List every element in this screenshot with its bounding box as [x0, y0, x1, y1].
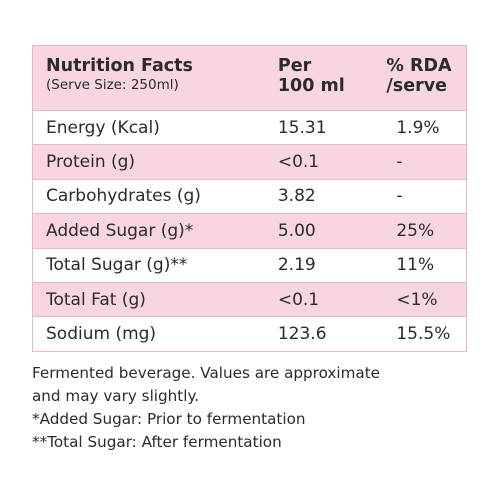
nutrient-label: Sodium (mg)	[46, 324, 157, 345]
rda-value: 15.5%	[396, 324, 451, 345]
rda-value: -	[396, 152, 403, 173]
rda-value: 25%	[396, 220, 435, 241]
per-100ml-value: <0.1	[277, 289, 320, 310]
table-header: Nutrition Facts (Serve Size: 250ml) Per …	[33, 46, 466, 110]
serve-size: (Serve Size: 250ml)	[46, 77, 179, 93]
rda-value: 1.9%	[396, 117, 440, 138]
table-row: Sodium (mg) 123.6 15.5%	[33, 316, 466, 350]
per-100ml-value: 5.00	[277, 220, 316, 241]
table-row: Carbohydrates (g) 3.82 -	[33, 178, 466, 213]
footnote-line: and may vary slightly.	[32, 387, 200, 405]
per-100ml-value: 123.6	[277, 324, 327, 345]
footnote-line: *Added Sugar: Prior to fermentation	[32, 410, 306, 428]
table-row: Energy (Kcal) 15.31 1.9%	[33, 110, 466, 144]
table-row: Protein (g) <0.1 -	[33, 144, 466, 179]
nutrient-label: Energy (Kcal)	[46, 117, 160, 138]
nutrient-label: Carbohydrates (g)	[46, 186, 201, 207]
header-per-line1: Per	[277, 56, 312, 76]
per-100ml-value: 2.19	[277, 255, 316, 276]
header-per-line2: 100 ml	[277, 76, 345, 96]
nutrient-label: Total Sugar (g)**	[46, 255, 188, 276]
table-title: Nutrition Facts	[46, 56, 193, 76]
header-rda-line1: % RDA	[386, 56, 452, 76]
nutrient-label: Protein (g)	[46, 152, 136, 173]
table-row: Total Sugar (g)** 2.19 11%	[33, 247, 466, 282]
header-title-cell: Nutrition Facts (Serve Size: 250ml)	[33, 56, 268, 94]
nutrient-label: Added Sugar (g)*	[46, 220, 194, 241]
header-per-100ml: Per 100 ml	[268, 56, 373, 96]
table-row: Total Fat (g) <0.1 <1%	[33, 281, 466, 317]
footnote-line: **Total Sugar: After fermentation	[32, 433, 282, 451]
rda-value: <1%	[396, 289, 438, 310]
per-100ml-value: 3.82	[277, 186, 316, 207]
footnotes: Fermented beverage. Values are approxima…	[32, 362, 472, 454]
footnote-line: Fermented beverage. Values are approxima…	[32, 364, 381, 382]
header-rda: % RDA /serve	[372, 56, 466, 96]
header-rda-line2: /serve	[386, 76, 447, 96]
nutrition-facts-table: Nutrition Facts (Serve Size: 250ml) Per …	[32, 45, 467, 352]
per-100ml-value: 15.31	[277, 117, 327, 138]
nutrient-label: Total Fat (g)	[46, 289, 146, 310]
per-100ml-value: <0.1	[277, 152, 320, 173]
rda-value: 11%	[396, 255, 435, 276]
table-row: Added Sugar (g)* 5.00 25%	[33, 213, 466, 248]
rda-value: -	[396, 186, 403, 207]
